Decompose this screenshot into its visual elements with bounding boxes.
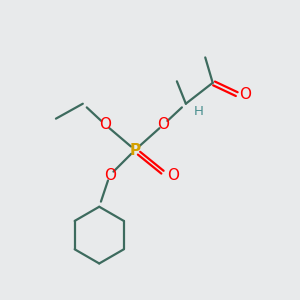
Text: O: O [99,117,111,132]
Text: O: O [167,168,179,183]
Text: H: H [194,105,203,118]
Text: O: O [104,168,116,183]
Text: P: P [130,142,141,158]
Text: O: O [158,117,169,132]
Text: O: O [239,87,251,102]
